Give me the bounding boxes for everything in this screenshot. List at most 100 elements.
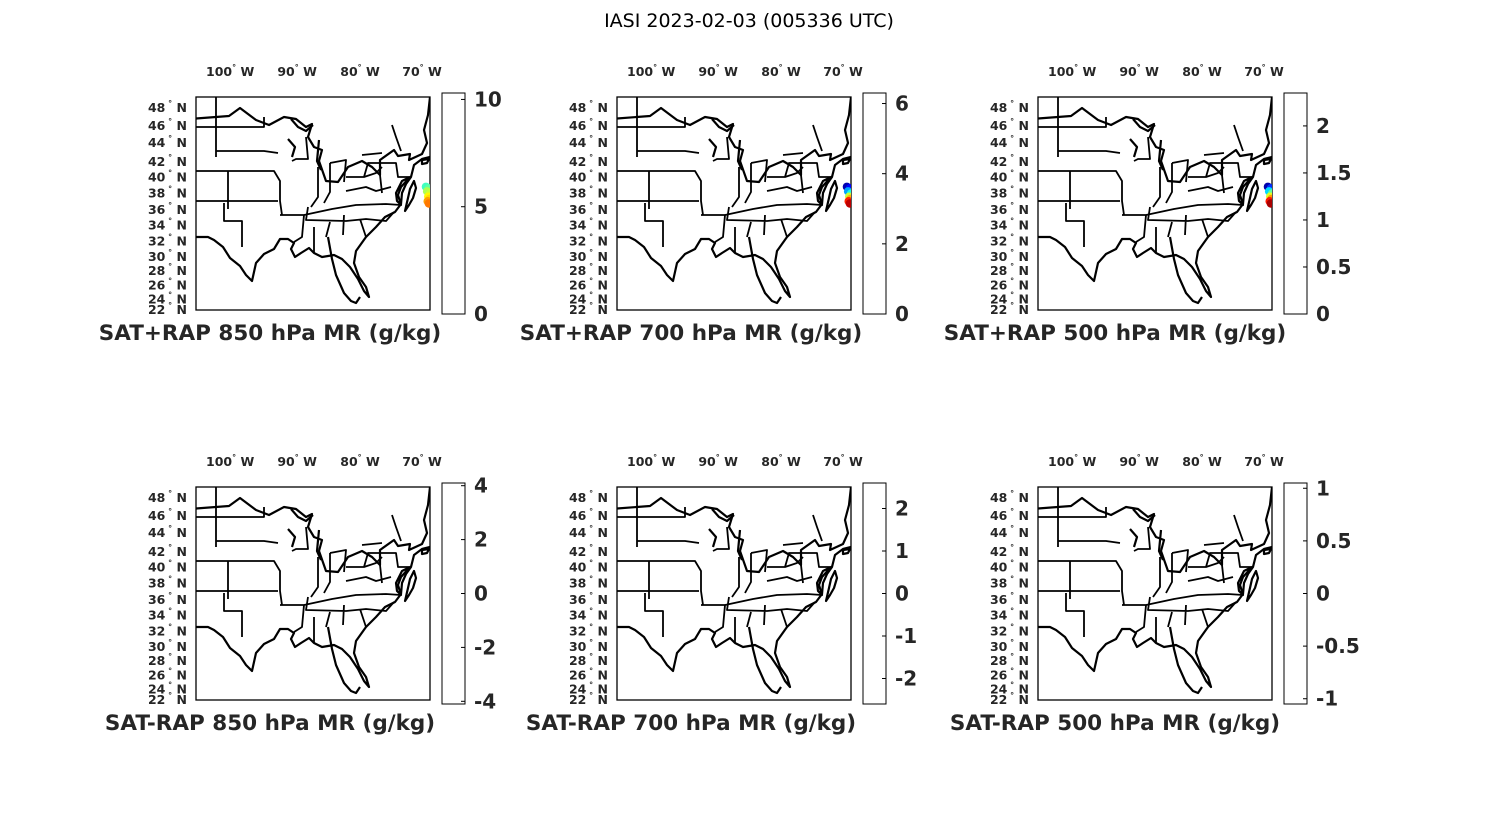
lat-tick-label: 24 ° N (990, 680, 1029, 696)
lat-tick-label: 46 ° N (990, 117, 1029, 133)
colorbar-tick-label: 2 (474, 528, 488, 552)
lat-tick-label: 32 ° N (569, 623, 608, 639)
lat-tick-label: 36 ° N (569, 201, 608, 217)
lat-tick-label: 44 ° N (569, 134, 608, 150)
lat-tick-label: 36 ° N (148, 591, 187, 607)
lon-tick-label: 80° W (1182, 453, 1222, 469)
colorbar-frame (441, 92, 466, 315)
lat-tick-label: 48 ° N (990, 489, 1029, 505)
colorbar-tick-label: 1 (1316, 476, 1330, 500)
lon-tick-label: 70° W (402, 453, 442, 469)
lon-tick-label: 100° W (627, 453, 675, 469)
lat-tick-label: 38 ° N (569, 184, 608, 200)
lat-tick-label: 40 ° N (148, 169, 187, 185)
lat-tick-label: 24 ° N (148, 680, 187, 696)
swath-point (845, 199, 851, 208)
colorbar-tick-label: -2 (474, 635, 496, 659)
map-panel: 100° W 90° W 80° W 70° W 48 ° N 46 ° N44 ° N 4… (950, 453, 1360, 736)
lat-tick-label: 30 ° N (148, 638, 187, 654)
lat-tick-label: 30 ° N (990, 638, 1029, 654)
colorbar-tick-label: 0 (1316, 582, 1330, 606)
colorbar (441, 92, 466, 315)
lat-tick-label: 46 ° N (148, 507, 187, 523)
lat-tick-label: 44 ° N (148, 524, 187, 540)
lon-tick-label: 80° W (340, 63, 380, 79)
lat-tick-label: 26 ° N (569, 666, 608, 682)
lat-tick-label: 32 ° N (148, 233, 187, 249)
panel-title: SAT+RAP 700 hPa MR (g/kg) (520, 321, 862, 346)
lat-tick-label: 28 ° N (148, 652, 187, 668)
colorbar-tick-label: 4 (895, 162, 909, 186)
colorbar-tick-label: 2 (895, 497, 909, 521)
lon-tick-label: 70° W (823, 453, 863, 469)
us-basemap (196, 97, 430, 305)
lat-tick-label: 42 ° N (148, 543, 187, 559)
lat-tick-label: 48 ° N (569, 99, 608, 115)
swath-point (1266, 199, 1272, 208)
lat-tick-label: 28 ° N (148, 262, 187, 278)
lat-tick-label: 40 ° N (990, 169, 1029, 185)
lat-tick-label: 30 ° N (990, 248, 1029, 264)
lat-tick-label: 38 ° N (148, 574, 187, 590)
colorbar-tick-label: 0 (474, 302, 488, 326)
lat-tick-label: 30 ° N (569, 638, 608, 654)
lat-tick-label: 48 ° N (148, 99, 187, 115)
lat-tick-label: 22 ° N (990, 691, 1029, 707)
figure-title: IASI 2023-02-03 (005336 UTC) (604, 10, 894, 32)
lon-tick-label: 100° W (206, 63, 254, 79)
lat-tick-label: 34 ° N (148, 217, 187, 233)
colorbar-tick-label: -1 (1316, 687, 1338, 711)
lat-tick-label: 42 ° N (569, 543, 608, 559)
lon-tick-label: 90° W (1119, 453, 1159, 469)
lat-tick-label: 48 ° N (569, 489, 608, 505)
colorbar-tick-label: 4 (474, 474, 488, 498)
lat-tick-label: 38 ° N (569, 574, 608, 590)
lat-tick-label: 26 ° N (148, 276, 187, 292)
colorbar-tick-label: 2 (1316, 114, 1330, 138)
lat-tick-label: 44 ° N (569, 524, 608, 540)
lat-tick-label: 30 ° N (148, 248, 187, 264)
colorbar-tick-label: 0 (895, 302, 909, 326)
colorbar-tick-label: 10 (474, 87, 502, 111)
map-panel: 100° W 90° W 80° W 70° W 48 ° N 46 ° N44 ° N 4… (526, 453, 917, 736)
colorbar-tick-label: 0.5 (1316, 255, 1351, 279)
lon-tick-label: 90° W (698, 63, 738, 79)
lat-tick-label: 28 ° N (569, 652, 608, 668)
lat-tick-label: 34 ° N (990, 217, 1029, 233)
colorbar-tick-label: -1 (895, 624, 917, 648)
colorbar-tick-label: 0 (895, 582, 909, 606)
lat-tick-label: 34 ° N (569, 607, 608, 623)
lat-tick-label: 34 ° N (569, 217, 608, 233)
colorbar-tick-label: -0.5 (1316, 634, 1360, 658)
lat-tick-label: 22 ° N (569, 301, 608, 317)
lat-tick-label: 46 ° N (990, 507, 1029, 523)
lon-tick-label: 100° W (1048, 453, 1096, 469)
colorbar (862, 92, 887, 315)
map-panel: 100° W 90° W 80° W 70° W 48 ° N 46 ° N44 ° N 4… (99, 63, 502, 346)
lat-tick-label: 46 ° N (569, 507, 608, 523)
lon-tick-label: 90° W (698, 453, 738, 469)
colorbar-tick-label: 0.5 (1316, 529, 1351, 553)
lon-tick-label: 80° W (1182, 63, 1222, 79)
lat-tick-label: 40 ° N (569, 559, 608, 575)
colorbar-tick-label: 0 (474, 582, 488, 606)
lat-tick-label: 42 ° N (990, 153, 1029, 169)
panel-title: SAT+RAP 850 hPa MR (g/kg) (99, 321, 441, 346)
lat-tick-label: 38 ° N (990, 574, 1029, 590)
lat-tick-label: 44 ° N (148, 134, 187, 150)
colorbar-tick-label: 5 (474, 195, 488, 219)
panel-title: SAT-RAP 850 hPa MR (g/kg) (105, 711, 435, 736)
colorbar-tick-label: -2 (895, 667, 917, 691)
lat-tick-label: 30 ° N (569, 248, 608, 264)
us-basemap (1038, 97, 1272, 305)
lat-tick-label: 40 ° N (148, 559, 187, 575)
lon-tick-label: 70° W (402, 63, 442, 79)
lat-tick-label: 48 ° N (990, 99, 1029, 115)
lat-tick-label: 32 ° N (990, 233, 1029, 249)
colorbar-tick-label: 1 (1316, 208, 1330, 232)
lat-tick-label: 42 ° N (990, 543, 1029, 559)
lat-tick-label: 26 ° N (148, 666, 187, 682)
colorbar-tick-label: 1.5 (1316, 161, 1351, 185)
colorbar-tick-label: 6 (895, 92, 909, 116)
